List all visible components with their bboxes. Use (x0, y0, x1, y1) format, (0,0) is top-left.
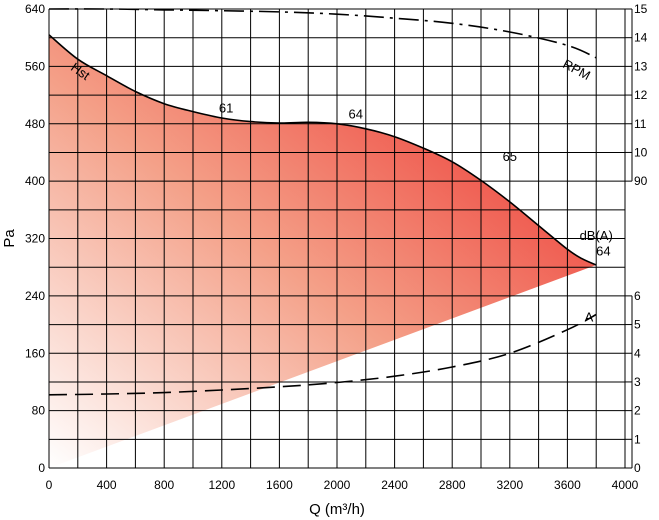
x-tick-label: 800 (154, 478, 174, 492)
annotation-label: 64 (348, 107, 362, 122)
x-tick-label: 2800 (439, 478, 466, 492)
right-axis-tick-label: 0 (634, 461, 641, 475)
x-tick-label: 400 (97, 478, 117, 492)
y-tick-label: 80 (32, 404, 46, 418)
right-axis-tick-label: 10 (634, 145, 648, 159)
series-line-rpm (48, 8, 597, 59)
y-tick-label: 320 (25, 232, 45, 246)
right-axis-tick-label: 2 (634, 404, 641, 418)
curves (48, 8, 597, 396)
right-axis-tick-label: 13 (634, 59, 648, 73)
right-axis-tick-label: 11 (634, 117, 647, 131)
tick-labels: 0 400 800 1200 1600 2000 2400 2800 3200 3600 40000… (25, 2, 639, 492)
x-tick-label: 2000 (324, 478, 351, 492)
right-axis-tick-label: 12 (634, 88, 648, 102)
y-tick-label: 560 (25, 59, 45, 73)
x-tick-label: 4000 (612, 478, 639, 492)
fill-layer (49, 34, 597, 469)
x-tick-label: 3200 (496, 478, 523, 492)
right-axis-tick-label: 15 (634, 2, 648, 16)
x-axis-label: Q (m³/h) (309, 501, 365, 518)
grid (48, 8, 626, 469)
right-axis-tick-label: 1 (634, 432, 641, 446)
right-axis-tick-label: 3 (634, 375, 641, 389)
annotation-label: RPM (560, 56, 593, 83)
y-tick-label: 240 (25, 289, 45, 303)
y-tick-label: 640 (25, 2, 45, 16)
x-tick-label: 2400 (381, 478, 408, 492)
annotation-label: dB(A) (580, 228, 613, 243)
annotation-label: 64 (596, 244, 610, 259)
x-tick-label: 1200 (208, 478, 235, 492)
x-tick-label: 3600 (554, 478, 581, 492)
annotation-label: A (585, 310, 594, 325)
right-axis-tick-label: 14 (634, 31, 648, 45)
y-tick-label: 400 (25, 174, 45, 188)
annotation-label: 61 (219, 100, 233, 115)
right-axis-tick-label: 5 (634, 318, 641, 332)
y-tick-label: 0 (38, 461, 45, 475)
right-axis-tick-label: 90 (634, 174, 648, 188)
right-axis-tick-label: 6 (634, 289, 641, 303)
y-axis-label: Pa (1, 229, 18, 248)
right-axis-tick-label: 4 (634, 346, 641, 360)
x-tick-label: 1600 (266, 478, 293, 492)
y-tick-label: 480 (25, 117, 45, 131)
series-line-hst (48, 34, 597, 266)
operating-region-fill (49, 34, 597, 469)
series-line-a (48, 313, 597, 396)
y-tick-label: 160 (25, 346, 45, 360)
annotation-label: 65 (503, 149, 517, 164)
x-tick-label: 0 (46, 478, 53, 492)
